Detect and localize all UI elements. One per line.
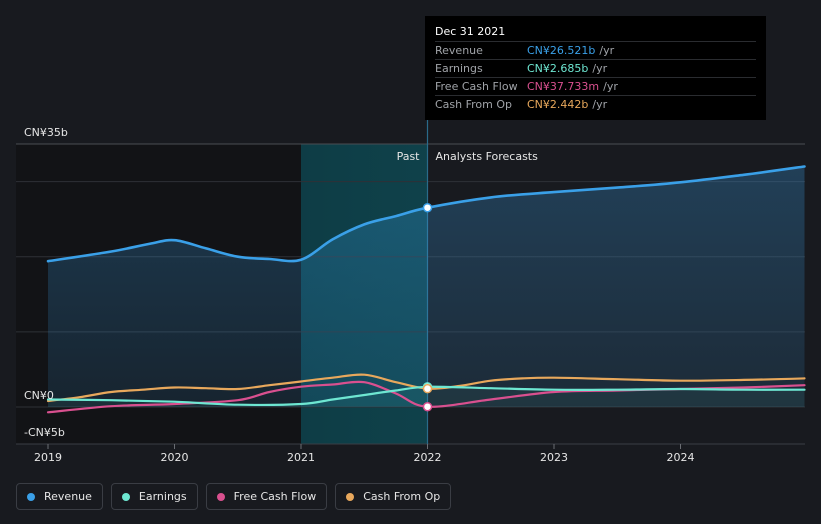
legend-dot-icon [27, 492, 35, 501]
legend-label: Cash From Op [363, 490, 441, 503]
legend: Revenue Earnings Free Cash Flow Cash Fro… [16, 483, 452, 510]
legend-label: Revenue [44, 490, 92, 503]
earnings-area [48, 386, 805, 407]
legend-dot-icon [346, 492, 355, 501]
legend-label: Free Cash Flow [233, 490, 317, 503]
tooltip-row-free-cash-flow: Free Cash Flow CN¥37.733m /yr [435, 77, 756, 95]
x-tick-label: 2021 [287, 451, 315, 464]
tooltip-label: Earnings [435, 62, 483, 75]
tooltip: Dec 31 2021 Revenue CN¥26.521b /yr Earni… [425, 16, 766, 120]
legend-item-free-cash-flow[interactable]: Free Cash Flow [205, 483, 328, 510]
x-tick-label: 2022 [414, 451, 442, 464]
x-tick-label: 2024 [667, 451, 695, 464]
tooltip-unit: /yr [603, 80, 618, 93]
revenue-line [46, 165, 806, 263]
tooltip-label: Revenue [435, 44, 483, 57]
revenue-area [48, 166, 805, 407]
y-tick-label: CN¥35b [24, 126, 68, 139]
legend-dot-icon [121, 492, 130, 501]
y-tick-label: -CN¥5b [24, 426, 65, 439]
tooltip-value: CN¥37.733m [527, 80, 600, 93]
legend-dot-icon [216, 492, 225, 501]
tooltip-date: Dec 31 2021 [435, 25, 506, 38]
tooltip-unit: /yr [592, 98, 608, 111]
legend-label: Earnings [138, 490, 187, 503]
cash-from-op-line [46, 373, 806, 403]
legend-item-cash-from-op[interactable]: Cash From Op [335, 483, 452, 510]
forecast-label: Analysts Forecasts [436, 150, 539, 163]
revenue-marker [422, 202, 433, 213]
tooltip-value: CN¥2.685b [527, 62, 589, 75]
cash-from-op-marker [422, 383, 433, 394]
tooltip-unit: /yr [599, 44, 615, 57]
past-label: Past [397, 150, 421, 163]
earnings-line [46, 385, 806, 406]
free-cash-flow-marker [422, 401, 433, 412]
tooltip-unit: /yr [592, 62, 608, 75]
x-tick-label: 2019 [34, 451, 62, 464]
tooltip-value: CN¥2.442b [527, 98, 589, 111]
tooltip-label: Free Cash Flow [435, 80, 518, 93]
tooltip-value: CN¥26.521b [527, 44, 596, 57]
x-tick-label: 2020 [161, 451, 189, 464]
tooltip-row-revenue: Revenue CN¥26.521b /yr [435, 41, 756, 59]
y-tick-label: CN¥0 [24, 389, 54, 402]
legend-item-earnings[interactable]: Earnings [110, 483, 198, 510]
tooltip-row-cash-from-op: Cash From Op CN¥2.442b /yr [435, 95, 756, 113]
tooltip-row-earnings: Earnings CN¥2.685b /yr [435, 59, 756, 77]
legend-item-revenue[interactable]: Revenue [16, 483, 103, 510]
tooltip-label: Cash From Op [435, 98, 513, 111]
x-tick-label: 2023 [540, 451, 568, 464]
